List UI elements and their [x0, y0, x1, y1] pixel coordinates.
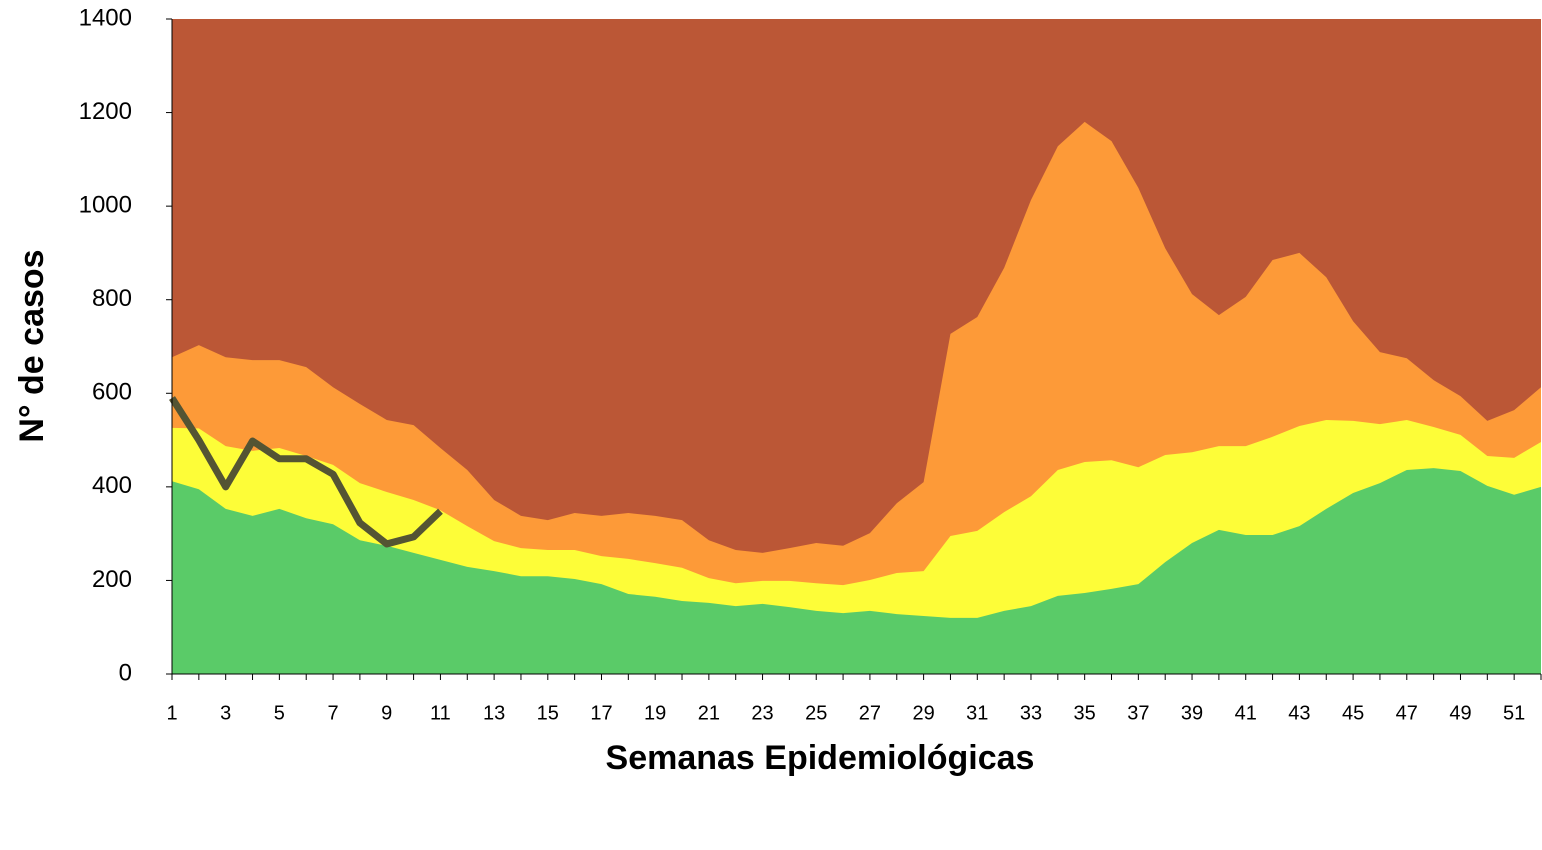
x-tick-label: 51	[1503, 702, 1525, 724]
x-tick-label: 21	[698, 702, 720, 724]
y-tick-label: 400	[92, 472, 132, 499]
x-tick-label: 1	[166, 702, 177, 724]
y-tick-label: 1400	[79, 4, 132, 31]
y-tick-label: 1200	[79, 98, 132, 125]
x-tick-label: 15	[537, 702, 559, 724]
x-tick-label: 47	[1396, 702, 1418, 724]
x-axis-label: Semanas Epidemiológicas	[606, 739, 1035, 777]
x-tick-label: 7	[327, 702, 338, 724]
y-axis-label: N° de casos	[13, 249, 51, 442]
x-tick-label: 23	[751, 702, 773, 724]
x-tick-label: 13	[483, 702, 505, 724]
y-tick-label: 1000	[79, 191, 132, 218]
x-tick-label: 11	[430, 702, 451, 724]
x-tick-label: 5	[274, 702, 285, 724]
y-tick-label: 200	[92, 566, 132, 593]
x-tick-label: 35	[1074, 702, 1096, 724]
y-tick-label: 0	[119, 659, 132, 686]
x-tick-label: 43	[1288, 702, 1310, 724]
line	[169, 396, 443, 548]
x-tick-label: 9	[381, 702, 392, 724]
x-tick-label: 3	[220, 702, 231, 724]
x-tick-label: 19	[644, 702, 666, 724]
x-tick-label: 29	[912, 702, 934, 724]
x-tick-label: 37	[1127, 702, 1149, 724]
area	[172, 468, 1541, 674]
x-tick-label: 31	[966, 702, 988, 724]
x-tick-label: 41	[1235, 702, 1257, 724]
x-tick-label: 33	[1020, 702, 1042, 724]
x-tick-label: 49	[1449, 702, 1471, 724]
x-tick-label: 25	[805, 702, 827, 724]
y-tick-label: 800	[92, 285, 132, 312]
x-tick-label: 17	[590, 702, 612, 724]
x-tick-label: 39	[1181, 702, 1203, 724]
x-tick-label: 45	[1342, 702, 1364, 724]
y-tick-label: 600	[92, 379, 132, 406]
x-tick-label: 27	[859, 702, 881, 724]
